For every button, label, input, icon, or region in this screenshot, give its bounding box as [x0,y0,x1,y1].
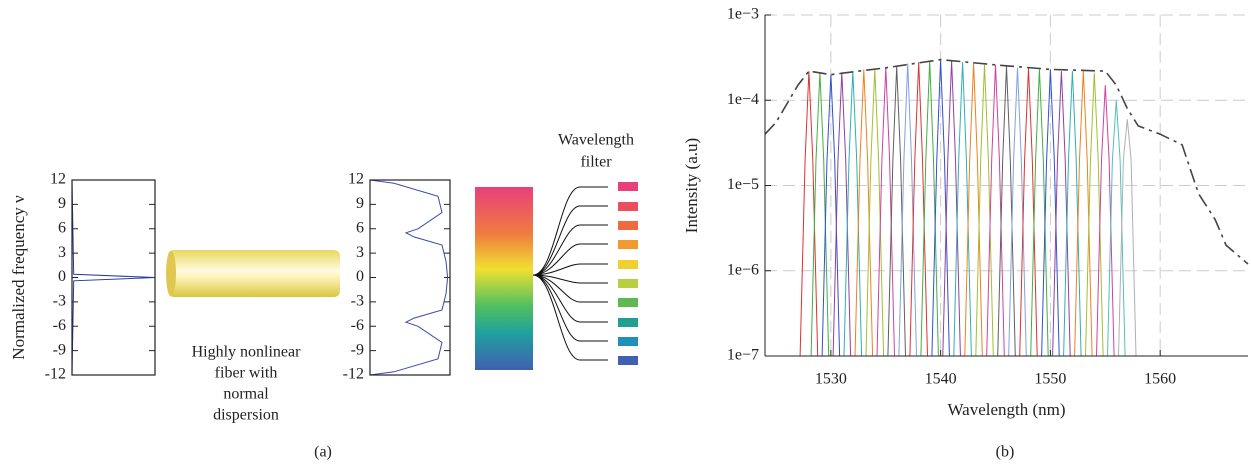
fiber-label: fiber with [215,365,278,382]
y-tick-label: -6 [351,317,364,334]
filter-fan [532,186,608,361]
channel [618,279,638,288]
x-tick-label: 1540 [925,371,957,388]
y-tick-label: -12 [45,366,66,383]
fiber-label: Highly nonlinear [192,344,302,361]
fiber-end [166,250,176,297]
chart: 1e−7 1e−6 1e−5 1e−4 1e−3 1530 1540 1550 1560 Wave… [682,6,1249,419]
x-tick-label: 1560 [1144,371,1176,388]
y-tick-label: -3 [351,293,364,310]
y-tick-label: 3 [356,244,364,261]
y-tick-label: 6 [58,219,66,236]
y-tick-label: 0 [58,268,66,285]
y-tick-label: 6 [356,219,364,236]
spectrum-bar [475,187,533,370]
filter-outputs [618,182,638,365]
y-tick-label: 1e−3 [727,6,759,23]
fiber-body [168,250,340,297]
channel [618,221,638,230]
y-tick-label: -12 [343,366,364,383]
y-tick-label: 3 [58,244,66,261]
y-tick-label: 1e−7 [727,347,759,364]
filter-label: filter [580,154,612,171]
y-tick-label: 12 [348,171,364,188]
y-tick-label: -9 [53,341,66,358]
line [71,179,156,376]
fan-lines [532,186,581,361]
x-tick-label: 1550 [1034,371,1066,388]
x-axis-label: Wavelength (nm) [947,400,1065,419]
y-tick-label: 9 [356,195,364,212]
channel [618,202,638,211]
y-tick-label: -3 [53,293,66,310]
line [369,179,449,376]
y-tick-label: 9 [58,195,66,212]
channel [618,240,638,249]
channel [618,318,638,327]
y-tick-label: 12 [50,171,66,188]
channel [618,260,638,269]
y-tick-label: 1e−6 [727,261,759,278]
chart: -12 -9 -6 -3 0 3 6 9 12 [343,171,451,383]
filter-label: Wavelength [558,132,634,149]
channel [618,182,638,191]
y-tick-label: -6 [53,317,66,334]
plot-frame [71,179,156,376]
chart: -12 -9 -6 -3 0 3 6 9 12 Normalized frequency ν [9,171,156,383]
x-tick-label: 1530 [815,371,847,388]
line [1107,100,1126,357]
y-tick-label: -9 [351,341,364,358]
line [1118,119,1137,357]
channel [618,298,638,307]
channel [618,337,638,346]
panel-label: (a) [314,444,332,461]
y-tick-label: 1e−4 [727,91,759,108]
panel-label: (b) [996,444,1015,461]
y-tick-label: 0 [356,268,364,285]
fan-outputs [580,186,608,361]
channel [618,356,638,365]
fiber-label: normal [223,386,269,403]
line [1096,85,1115,357]
y-axis-label: Intensity (a.u) [682,138,701,233]
fiber [166,250,340,297]
y-axis-label: Normalized frequency ν [9,195,28,360]
fiber-label: dispersion [213,407,279,424]
plot-frame [369,179,451,376]
y-tick-label: 1e−5 [727,176,759,193]
